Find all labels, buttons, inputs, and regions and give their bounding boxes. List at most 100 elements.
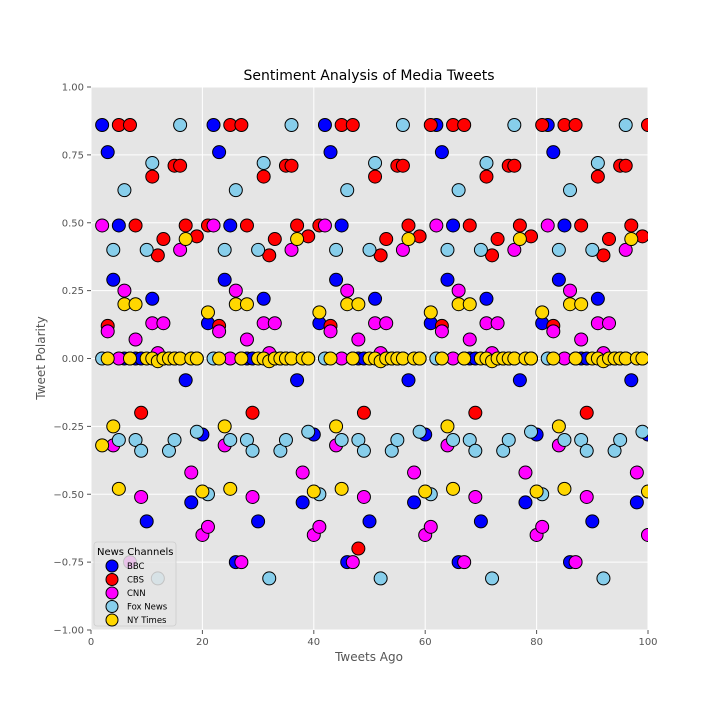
x-tick-label: 80 bbox=[530, 637, 543, 648]
point-bbc bbox=[551, 272, 566, 287]
point-cbs bbox=[122, 118, 137, 133]
point-ny-times bbox=[323, 351, 338, 366]
point-ny-times bbox=[535, 305, 550, 320]
point-bbc bbox=[590, 291, 605, 306]
point-cnn bbox=[95, 218, 110, 233]
point-bbc bbox=[139, 514, 154, 529]
legend-label-bbc: BBC bbox=[127, 562, 145, 572]
point-bbc bbox=[557, 218, 572, 233]
point-cbs bbox=[579, 405, 594, 420]
point-bbc bbox=[145, 291, 160, 306]
y-tick-label: 0.00 bbox=[62, 354, 84, 365]
point-cnn bbox=[239, 332, 254, 347]
point-fox-news bbox=[106, 242, 121, 257]
point-ny-times bbox=[106, 419, 121, 434]
point-fox-news bbox=[551, 242, 566, 257]
x-tick-label: 0 bbox=[88, 637, 94, 648]
point-cbs bbox=[618, 158, 633, 173]
point-ny-times bbox=[223, 481, 238, 496]
point-fox-news bbox=[245, 443, 260, 458]
point-bbc bbox=[473, 514, 488, 529]
point-cbs bbox=[356, 405, 371, 420]
y-tick-label: −0.50 bbox=[53, 490, 84, 501]
point-ny-times bbox=[128, 297, 143, 312]
point-fox-news bbox=[161, 443, 176, 458]
point-fox-news bbox=[585, 242, 600, 257]
point-fox-news bbox=[446, 432, 461, 447]
point-fox-news bbox=[496, 443, 511, 458]
point-fox-news bbox=[167, 432, 182, 447]
point-fox-news bbox=[468, 443, 483, 458]
point-ny-times bbox=[574, 297, 589, 312]
point-cbs bbox=[145, 169, 160, 184]
point-bbc bbox=[223, 218, 238, 233]
point-fox-news bbox=[329, 242, 344, 257]
point-cnn bbox=[395, 242, 410, 257]
point-cnn bbox=[345, 555, 360, 570]
point-cbs bbox=[462, 218, 477, 233]
point-ny-times bbox=[306, 484, 321, 499]
point-fox-news bbox=[239, 432, 254, 447]
data-points bbox=[95, 118, 648, 586]
point-bbc bbox=[184, 495, 199, 510]
legend-marker-cnn bbox=[105, 586, 119, 600]
point-fox-news bbox=[111, 432, 126, 447]
point-bbc bbox=[100, 145, 115, 160]
point-cbs bbox=[590, 169, 605, 184]
point-cnn bbox=[245, 489, 260, 504]
point-ny-times bbox=[546, 351, 561, 366]
point-fox-news bbox=[607, 443, 622, 458]
point-fox-news bbox=[273, 443, 288, 458]
point-ny-times bbox=[635, 351, 648, 366]
point-cnn bbox=[540, 218, 555, 233]
point-fox-news bbox=[473, 242, 488, 257]
point-fox-news bbox=[351, 432, 366, 447]
point-bbc bbox=[178, 373, 193, 388]
point-cnn bbox=[356, 489, 371, 504]
point-ny-times bbox=[189, 351, 204, 366]
point-cbs bbox=[624, 218, 639, 233]
point-fox-news bbox=[117, 183, 132, 198]
point-ny-times bbox=[423, 305, 438, 320]
point-cnn bbox=[602, 316, 617, 331]
point-cbs bbox=[256, 169, 271, 184]
point-ny-times bbox=[345, 351, 360, 366]
point-fox-news bbox=[340, 183, 355, 198]
x-tick-label: 20 bbox=[196, 637, 209, 648]
point-bbc bbox=[251, 514, 266, 529]
point-bbc bbox=[446, 218, 461, 233]
point-cbs bbox=[351, 541, 366, 556]
point-fox-news bbox=[507, 118, 522, 133]
point-cbs bbox=[641, 118, 648, 133]
point-cbs bbox=[290, 218, 305, 233]
y-tick-label: −0.75 bbox=[53, 558, 84, 569]
point-fox-news bbox=[613, 432, 628, 447]
point-bbc bbox=[217, 272, 232, 287]
point-fox-news bbox=[262, 571, 277, 586]
x-axis-label: Tweets Ago bbox=[334, 650, 403, 664]
point-cbs bbox=[512, 218, 527, 233]
point-fox-news bbox=[368, 156, 383, 171]
point-cnn bbox=[507, 242, 522, 257]
point-fox-news bbox=[590, 156, 605, 171]
point-ny-times bbox=[234, 351, 249, 366]
point-cnn bbox=[568, 555, 583, 570]
point-cnn bbox=[490, 316, 505, 331]
point-cnn bbox=[234, 555, 249, 570]
point-cbs bbox=[368, 169, 383, 184]
point-cnn bbox=[200, 519, 215, 534]
point-fox-news bbox=[462, 432, 477, 447]
legend-marker-cbs bbox=[105, 573, 119, 586]
point-cbs bbox=[401, 218, 416, 233]
point-cbs bbox=[574, 218, 589, 233]
point-fox-news bbox=[618, 118, 633, 133]
point-bbc bbox=[546, 145, 561, 160]
point-bbc bbox=[106, 272, 121, 287]
legend-marker-fox-news bbox=[105, 600, 119, 613]
y-tick-label: 0.25 bbox=[62, 286, 84, 297]
point-fox-news bbox=[228, 183, 243, 198]
point-fox-news bbox=[563, 183, 578, 198]
y-axis-label: Tweet Polarity bbox=[34, 316, 48, 400]
point-ny-times bbox=[457, 351, 472, 366]
